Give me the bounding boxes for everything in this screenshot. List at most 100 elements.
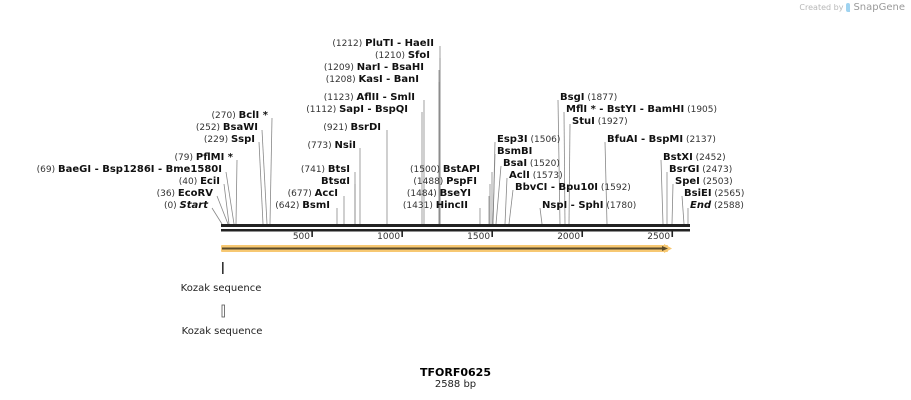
site-label: (1209) NarI - BsaHI [324, 62, 424, 73]
enzyme-name: BtsI [328, 164, 350, 175]
enzyme-name: KasI - BanI [359, 74, 420, 85]
site-connector [604, 141, 608, 225]
site-label: (69) BaeGI - Bsp1286I - Bme1580I [37, 164, 222, 175]
enzyme-name: BstXI [663, 152, 693, 163]
enzyme-name: MflI * - BstYI - BamHI [566, 104, 684, 115]
restriction-site[interactable]: (642) BsmI [275, 200, 330, 211]
enzyme-name: StuI [572, 116, 595, 127]
site-label: (1431) HincII [403, 200, 468, 211]
site-label: (1210) SfoI [375, 50, 430, 61]
restriction-site[interactable]: (741) BtsI [301, 164, 350, 175]
site-connector [681, 195, 685, 225]
site-position: (642) [275, 201, 302, 211]
site-labels: (0) Start(36) EcoRV(40) EciI(69) BaeGI -… [37, 38, 745, 211]
site-position: (2503) [700, 177, 733, 187]
site-label: (921) BsrDI [323, 122, 381, 133]
enzyme-name: BsrGI [669, 164, 699, 175]
restriction-site[interactable]: BsiEI (2565) [684, 188, 744, 199]
restriction-site[interactable]: BfuAI - BspMI (2137) [607, 134, 716, 145]
restriction-site[interactable]: (1488) PspFI [413, 176, 477, 187]
restriction-site[interactable]: (1208) KasI - BanI [326, 74, 419, 85]
enzyme-name: PflMI * [196, 152, 234, 163]
restriction-site[interactable]: End (2588) [690, 200, 744, 211]
restriction-site[interactable]: AclI (1573) [509, 170, 563, 181]
enzyme-name: SpeI [675, 176, 700, 187]
restriction-site[interactable]: (1431) HincII [403, 200, 468, 211]
site-label: End (2588) [690, 200, 744, 211]
ruler-tick [671, 231, 674, 237]
site-connector [508, 189, 514, 225]
restriction-site[interactable]: (1500) BstAPI [410, 164, 480, 175]
site-connector [557, 99, 561, 225]
site-label: (0) Start [164, 200, 209, 211]
restriction-site[interactable]: (36) EcoRV [157, 188, 214, 199]
restriction-site[interactable]: (252) BsaWI [196, 122, 258, 133]
restriction-site[interactable]: BbvCI - Bpu10I (1592) [515, 182, 631, 193]
ruler: 500 1000 1500 2000 2500 [293, 231, 674, 242]
restriction-site[interactable]: (1212) PluTI - HaeII [332, 38, 434, 49]
restriction-site[interactable]: SpeI (2503) [675, 176, 733, 187]
restriction-site[interactable]: BstXI (2452) [663, 152, 726, 163]
site-label: (40) EciI [179, 176, 220, 187]
enzyme-name: BsrDI [350, 122, 381, 133]
enzyme-name: BseYI [440, 188, 471, 199]
site-position: (1877) [584, 93, 617, 103]
restriction-site[interactable]: (40) EciI [179, 176, 220, 187]
site-position: (677) [288, 189, 315, 199]
site-connector [539, 207, 543, 225]
site-position: (2473) [699, 165, 732, 175]
site-label: (36) EcoRV [157, 188, 214, 199]
site-label: SpeI (2503) [675, 176, 733, 187]
enzyme-name: EciI [200, 176, 220, 187]
snapgene-credit: Created by SnapGene [799, 2, 905, 13]
feature-kozak-2[interactable]: Kozak sequence [182, 304, 263, 337]
restriction-site[interactable]: (677) AccI [288, 188, 338, 199]
restriction-site[interactable]: (1209) NarI - BsaHI [324, 62, 424, 73]
restriction-site[interactable]: (270) BclI * [212, 110, 269, 121]
restriction-site[interactable]: (1210) SfoI [375, 50, 430, 61]
site-connector [216, 195, 229, 225]
enzyme-name: BfuAI - BspMI [607, 134, 683, 145]
site-label: (741) BtsI [301, 164, 350, 175]
restriction-site[interactable]: (773) NsiI [307, 140, 356, 151]
ruler-tick [491, 231, 493, 237]
restriction-site[interactable]: (1123) AflII - SmlI [324, 92, 415, 103]
restriction-site[interactable]: BsaI (1520) [503, 158, 560, 169]
site-connector [495, 165, 502, 225]
restriction-site[interactable]: StuI (1927) [572, 116, 628, 127]
site-position: (1500) [410, 165, 443, 175]
credit-brand: SnapGene [853, 2, 905, 13]
restriction-site[interactable]: (1484) BseYI [407, 188, 471, 199]
restriction-site[interactable]: BsrGI (2473) [669, 164, 732, 175]
restriction-site[interactable]: MflI * - BstYI - BamHI (1905) [566, 104, 717, 115]
restriction-site[interactable]: BtsαI [321, 176, 350, 187]
enzyme-name: BsaWI [223, 122, 258, 133]
backbone-top-strand [221, 224, 690, 227]
restriction-site[interactable]: (229) SspI [204, 134, 255, 145]
restriction-site[interactable]: BsgI (1877) [560, 92, 617, 103]
restriction-site[interactable]: Esp3I (1506) [497, 134, 560, 145]
site-lines [211, 46, 689, 225]
site-label: BsgI (1877) [560, 92, 617, 103]
restriction-site[interactable]: (921) BsrDI [323, 122, 381, 133]
site-label: StuI (1927) [572, 116, 628, 127]
site-label: BsrGI (2473) [669, 164, 732, 175]
enzyme-name: BsiEI [684, 188, 712, 199]
restriction-site[interactable]: BsmBI [497, 146, 532, 157]
restriction-site[interactable]: (0) Start [164, 200, 209, 211]
feature-kozak-1[interactable]: Kozak sequence [181, 262, 262, 294]
enzyme-name: NarI - BsaHI [357, 62, 424, 73]
site-position: (1488) [413, 177, 446, 187]
restriction-site[interactable]: (79) PflMI * [175, 152, 234, 163]
restriction-site[interactable]: NspI - SphI (1780) [542, 200, 636, 211]
enzyme-name: BclI * [239, 110, 269, 121]
ruler-tick-label: 1000 [377, 232, 400, 242]
sequence-name: TFORF0625 [420, 366, 491, 379]
ruler-tick-label: 2000 [557, 232, 580, 242]
orf-arrow[interactable] [221, 244, 672, 253]
enzyme-name: BaeGI - Bsp1286I - Bme1580I [58, 164, 222, 175]
restriction-site[interactable]: (1112) SapI - BspQI [306, 104, 408, 115]
site-position: (1112) [306, 105, 339, 115]
restriction-site[interactable]: (69) BaeGI - Bsp1286I - Bme1580I [37, 164, 222, 175]
site-label: (1123) AflII - SmlI [324, 92, 415, 103]
